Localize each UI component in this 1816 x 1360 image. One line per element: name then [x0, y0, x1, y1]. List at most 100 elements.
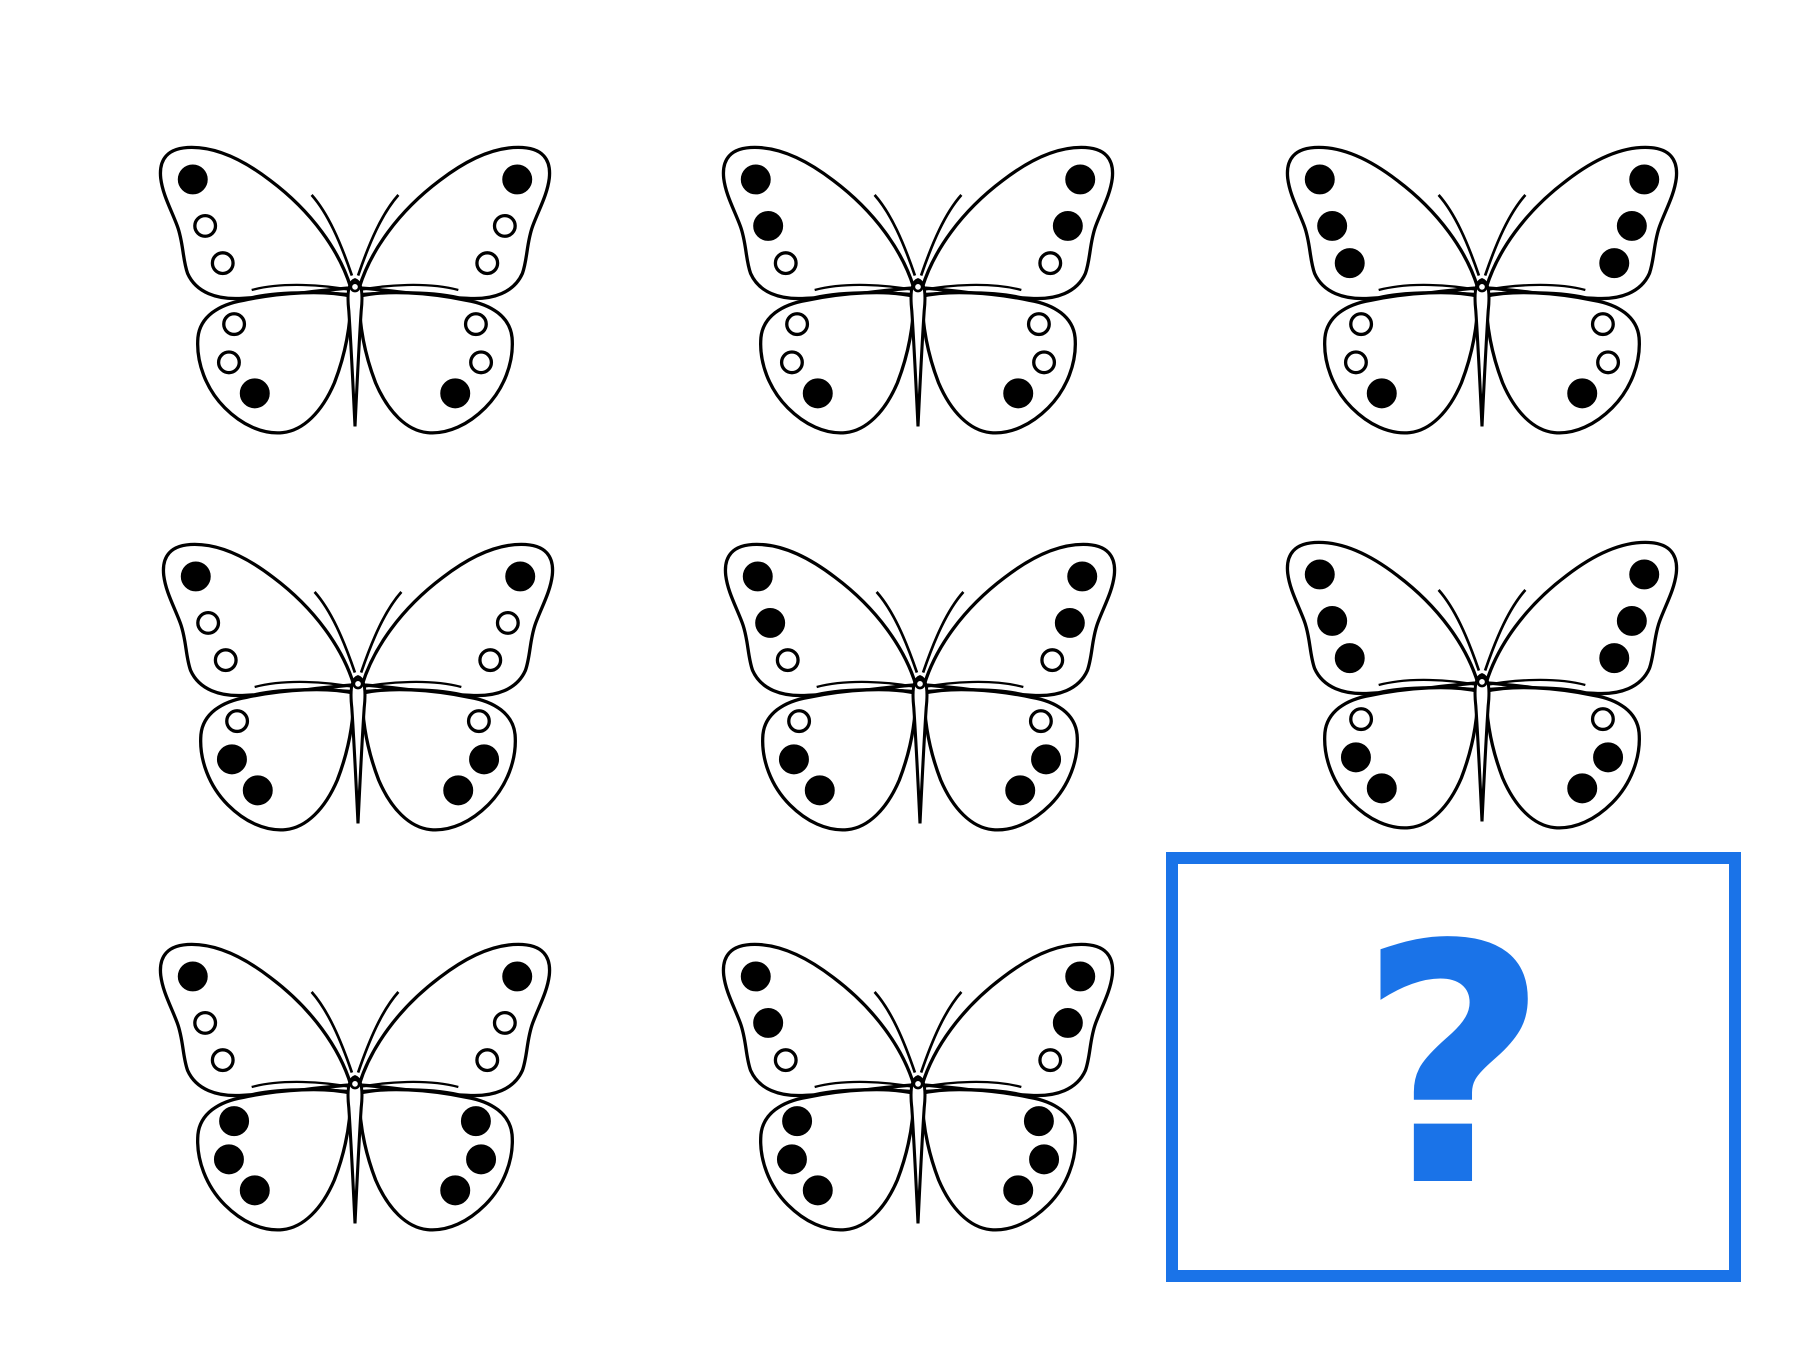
filled-spot-upper-right-1 [1629, 164, 1660, 195]
hollow-spot-lower-left-2 [1343, 350, 1368, 375]
filled-spot-lower-right-3 [1567, 773, 1598, 804]
filled-spot-lower-left-3 [804, 775, 835, 806]
cell-r3-c2[interactable] [708, 932, 1128, 1242]
butterfly-body [346, 278, 364, 427]
hollow-spot-lower-left-1 [785, 312, 810, 337]
filled-spot-upper-left-2 [753, 1007, 784, 1038]
butterfly-icon [723, 542, 1117, 832]
hollow-spot-lower-right-2 [1596, 350, 1621, 375]
butterfly-body [911, 675, 929, 824]
filled-spot-upper-left-1 [740, 961, 771, 992]
filled-spot-lower-left-3 [242, 775, 273, 806]
filled-spot-upper-right-1 [1065, 164, 1096, 195]
butterfly-head [349, 281, 361, 293]
butterfly-body [1473, 278, 1491, 427]
question-mark-icon: ? [1357, 875, 1550, 1259]
butterfly-head [349, 1078, 361, 1090]
filled-spot-lower-right-3 [1567, 378, 1598, 409]
filled-spot-lower-left-3 [802, 1175, 833, 1206]
filled-spot-upper-right-1 [502, 961, 533, 992]
filled-spot-lower-right-2 [466, 1144, 497, 1175]
filled-spot-lower-left-3 [239, 378, 270, 409]
filled-spot-upper-left-1 [177, 164, 208, 195]
filled-spot-lower-left-2 [776, 1144, 807, 1175]
butterfly-icon [1285, 540, 1679, 830]
filled-spot-lower-right-3 [1003, 1175, 1034, 1206]
hollow-spot-upper-right-2 [492, 213, 517, 238]
filled-spot-upper-left-3 [1334, 248, 1365, 279]
hollow-spot-upper-right-2 [492, 1010, 517, 1035]
cell-r3-c1[interactable] [145, 932, 565, 1242]
butterfly-body [1473, 673, 1491, 822]
filled-spot-upper-right-2 [1616, 605, 1647, 636]
filled-spot-upper-right-3 [1599, 643, 1630, 674]
butterfly-veins [814, 194, 1022, 299]
hollow-spot-lower-left-1 [222, 312, 247, 337]
filled-spot-upper-left-3 [1334, 643, 1365, 674]
filled-spot-lower-left-3 [239, 1175, 270, 1206]
butterfly-icon [161, 542, 555, 832]
filled-spot-upper-left-2 [753, 210, 784, 241]
hollow-spot-upper-left-2 [193, 213, 218, 238]
hollow-spot-upper-right-3 [1038, 251, 1063, 276]
hollow-spot-upper-right-3 [475, 251, 500, 276]
filled-spot-upper-left-1 [740, 164, 771, 195]
filled-spot-lower-right-2 [1593, 742, 1624, 773]
cell-r1-c3[interactable] [1272, 135, 1692, 445]
hollow-spot-upper-right-3 [1038, 1048, 1063, 1073]
hollow-spot-upper-left-2 [196, 610, 221, 635]
hollow-spot-upper-left-3 [775, 648, 800, 673]
filled-spot-upper-left-2 [1317, 605, 1348, 636]
butterfly-veins [816, 591, 1024, 696]
hollow-spot-upper-left-3 [210, 1048, 235, 1073]
butterfly-veins [251, 991, 459, 1096]
filled-spot-upper-left-2 [755, 607, 786, 638]
hollow-spot-upper-right-3 [478, 648, 503, 673]
hollow-spot-lower-left-1 [1349, 707, 1374, 732]
filled-spot-upper-right-2 [1616, 210, 1647, 241]
butterfly-icon [158, 942, 552, 1232]
filled-spot-lower-left-2 [216, 744, 247, 775]
filled-spot-lower-left-3 [1366, 773, 1397, 804]
hollow-spot-upper-right-3 [475, 1048, 500, 1073]
butterfly-icon [721, 145, 1115, 435]
hollow-spot-lower-left-2 [216, 350, 241, 375]
filled-spot-lower-right-3 [440, 378, 471, 409]
filled-spot-lower-left-2 [1340, 742, 1371, 773]
butterfly-veins [254, 591, 462, 696]
hollow-spot-lower-right-2 [1032, 350, 1057, 375]
filled-spot-upper-right-1 [505, 561, 536, 592]
hollow-spot-lower-left-1 [787, 709, 812, 734]
butterfly-body [909, 1075, 927, 1224]
filled-spot-upper-left-1 [180, 561, 211, 592]
filled-spot-upper-right-2 [1052, 210, 1083, 241]
filled-spot-upper-left-1 [1304, 559, 1335, 590]
hollow-spot-upper-right-3 [1040, 648, 1065, 673]
filled-spot-lower-left-2 [778, 744, 809, 775]
filled-spot-lower-left-1 [782, 1106, 813, 1137]
filled-spot-lower-right-2 [1029, 1144, 1060, 1175]
filled-spot-lower-right-1 [460, 1106, 491, 1137]
cell-r1-c2[interactable] [708, 135, 1128, 445]
cell-r2-c3[interactable] [1272, 530, 1692, 840]
butterfly-veins [1378, 194, 1586, 299]
butterfly-head [912, 281, 924, 293]
butterfly-icon [158, 145, 552, 435]
filled-spot-upper-left-1 [742, 561, 773, 592]
hollow-spot-lower-right-1 [463, 312, 488, 337]
butterfly-body [349, 675, 367, 824]
butterfly-head [352, 678, 364, 690]
cell-r2-c1[interactable] [148, 532, 568, 842]
hollow-spot-upper-left-2 [193, 1010, 218, 1035]
filled-spot-upper-right-1 [1629, 559, 1660, 590]
cell-r1-c1[interactable] [145, 135, 565, 445]
cell-r2-c2[interactable] [710, 532, 1130, 842]
butterfly-icon [721, 942, 1115, 1232]
filled-spot-lower-left-3 [802, 378, 833, 409]
answer-box[interactable]: ? [1166, 852, 1741, 1282]
butterfly-head [914, 678, 926, 690]
hollow-spot-lower-left-1 [1349, 312, 1374, 337]
filled-spot-lower-right-3 [1003, 378, 1034, 409]
butterfly-veins [251, 194, 459, 299]
